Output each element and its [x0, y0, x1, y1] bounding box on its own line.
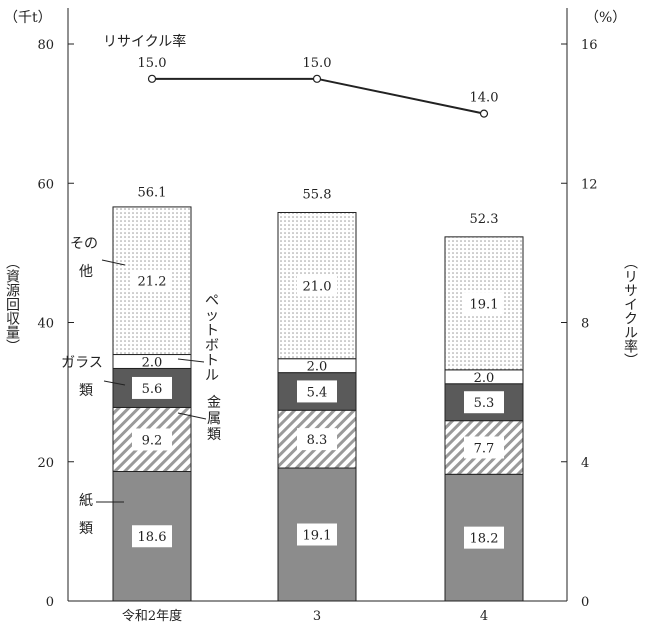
segment-value-box — [297, 523, 337, 546]
left-axis-title: （資源回収量） — [4, 255, 20, 353]
rate-value-label: 15.0 — [138, 56, 167, 71]
segment-value-label: 7.7 — [474, 441, 495, 456]
left-axis-ticks: 0 20 40 60 80 — [37, 38, 74, 610]
rate-point — [147, 74, 157, 83]
segment-value-box — [464, 436, 504, 459]
rate-value-label: 14.0 — [470, 91, 499, 106]
total-labels: 56.1 55.8 52.3 — [138, 185, 499, 226]
left-tick-label: 40 — [37, 317, 54, 332]
leader-line — [103, 380, 126, 386]
series-label-metal: 金 — [207, 395, 221, 411]
series-label-paper: 紙 — [79, 493, 93, 509]
left-tick-label: 80 — [37, 38, 54, 53]
segment-value-box — [464, 292, 504, 315]
segment-value-label: 19.1 — [470, 297, 499, 312]
right-tick-label: 12 — [581, 177, 598, 192]
series-label-pet: ッ — [205, 308, 219, 324]
total-label: 56.1 — [138, 185, 167, 200]
left-tick-label: 20 — [37, 456, 54, 471]
left-axis-unit: （千t） — [4, 10, 52, 26]
right-axis-ticks: 0 4 8 12 16 — [561, 38, 598, 610]
segment-value-label: 8.3 — [307, 433, 328, 448]
series-label-glass: ガラス — [61, 355, 103, 371]
rate-series-label: リサイクル率 — [103, 33, 186, 50]
segment-value-label: 2.0 — [474, 371, 495, 386]
recycling-rate-line: 15.0 15.0 14.0 リサイクル率 — [103, 33, 499, 118]
right-axis-unit: （%） — [585, 10, 626, 26]
segment-value-box — [297, 380, 337, 403]
series-label-other: その — [70, 236, 98, 252]
x-category-label: 4 — [480, 609, 488, 624]
series-label-metal: 属 — [207, 411, 221, 427]
segment-value-label: 5.6 — [142, 382, 163, 397]
rate-point — [479, 109, 489, 118]
x-category-label: 3 — [313, 609, 321, 624]
right-tick-label: 8 — [581, 317, 589, 332]
series-label-other: 他 — [79, 264, 93, 280]
leader-line — [177, 412, 207, 420]
segment-value-box — [297, 428, 337, 451]
segment-value-box — [132, 269, 172, 292]
series-label-pet: ペ — [205, 293, 219, 309]
x-category-label: 令和2年度 — [122, 608, 182, 624]
segment-value-label: 18.2 — [470, 532, 499, 547]
series-label-pet: ト — [205, 323, 219, 339]
segment-value-box — [132, 428, 172, 451]
segment-value-label: 2.0 — [307, 360, 328, 375]
rate-point — [312, 74, 322, 83]
segment-value-label: 21.0 — [303, 280, 332, 295]
segment-value-label: 9.2 — [142, 433, 163, 448]
series-label-pet: ル — [205, 368, 219, 384]
leader-line — [177, 358, 205, 363]
segment-value-label: 2.0 — [142, 355, 163, 370]
segment-value-box — [464, 526, 504, 549]
segment-value-box — [132, 376, 172, 399]
segment-value-label: 21.2 — [138, 275, 167, 290]
series-label-pet: ト — [205, 353, 219, 369]
segment-value-labels: 18.6 9.2 5.6 2.0 21.2 19.1 8.3 5.4 2.0 21.0 18.2 7.… — [132, 269, 504, 549]
segment-value-box — [132, 525, 172, 548]
rate-line-path — [152, 77, 485, 115]
segment-value-label: 19.1 — [303, 529, 332, 544]
segment-value-box — [464, 391, 504, 414]
segment-value-label: 18.6 — [138, 530, 167, 545]
total-label: 52.3 — [470, 212, 499, 227]
right-tick-label: 0 — [581, 595, 589, 610]
right-tick-label: 16 — [581, 38, 598, 53]
left-tick-label: 0 — [46, 595, 54, 610]
total-label: 55.8 — [303, 187, 332, 202]
right-axis-title: （リサイクル率） — [622, 255, 638, 367]
right-tick-label: 4 — [581, 456, 589, 471]
series-label-glass: 類 — [79, 383, 93, 399]
segment-value-label: 5.4 — [307, 385, 328, 400]
x-axis-categories: 令和2年度 3 4 — [122, 608, 488, 624]
series-label-pet: ボ — [205, 338, 219, 354]
leader-line — [101, 259, 126, 266]
series-label-paper: 類 — [79, 521, 93, 537]
segment-value-label: 5.3 — [474, 396, 495, 411]
rate-value-label: 15.0 — [303, 56, 332, 71]
left-tick-label: 60 — [37, 177, 54, 192]
segment-value-box — [297, 274, 337, 297]
series-label-metal: 類 — [207, 427, 221, 443]
